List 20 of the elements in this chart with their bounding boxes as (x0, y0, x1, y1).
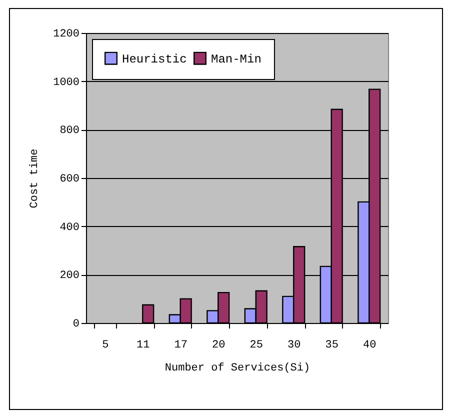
x-tick-label: 25 (250, 340, 263, 352)
x-axis-title: Number of Services(Si) (164, 362, 310, 374)
y-tick-label: 1000 (53, 76, 80, 89)
y-axis-title: Cost time (29, 148, 42, 208)
bar (142, 304, 154, 324)
x-tick-label: 30 (288, 340, 301, 352)
y-tick-label: 800 (60, 125, 80, 138)
x-tick-label: 20 (212, 340, 226, 352)
x-tick-label: 40 (363, 340, 376, 352)
x-tick-label: 35 (325, 340, 338, 352)
y-tick-label: 600 (60, 174, 80, 186)
x-tick-label: 5 (102, 340, 109, 352)
y-tick-label: 200 (60, 270, 80, 282)
x-tick-label: 17 (174, 340, 188, 352)
legend-label: Heuristic (122, 52, 187, 66)
x-tick-label: 11 (136, 340, 150, 352)
y-tick-label: 0 (72, 318, 80, 330)
y-tick-label: 400 (60, 222, 80, 234)
y-tick-label: 1200 (53, 28, 80, 40)
legend-label: Man-Min (211, 52, 262, 66)
